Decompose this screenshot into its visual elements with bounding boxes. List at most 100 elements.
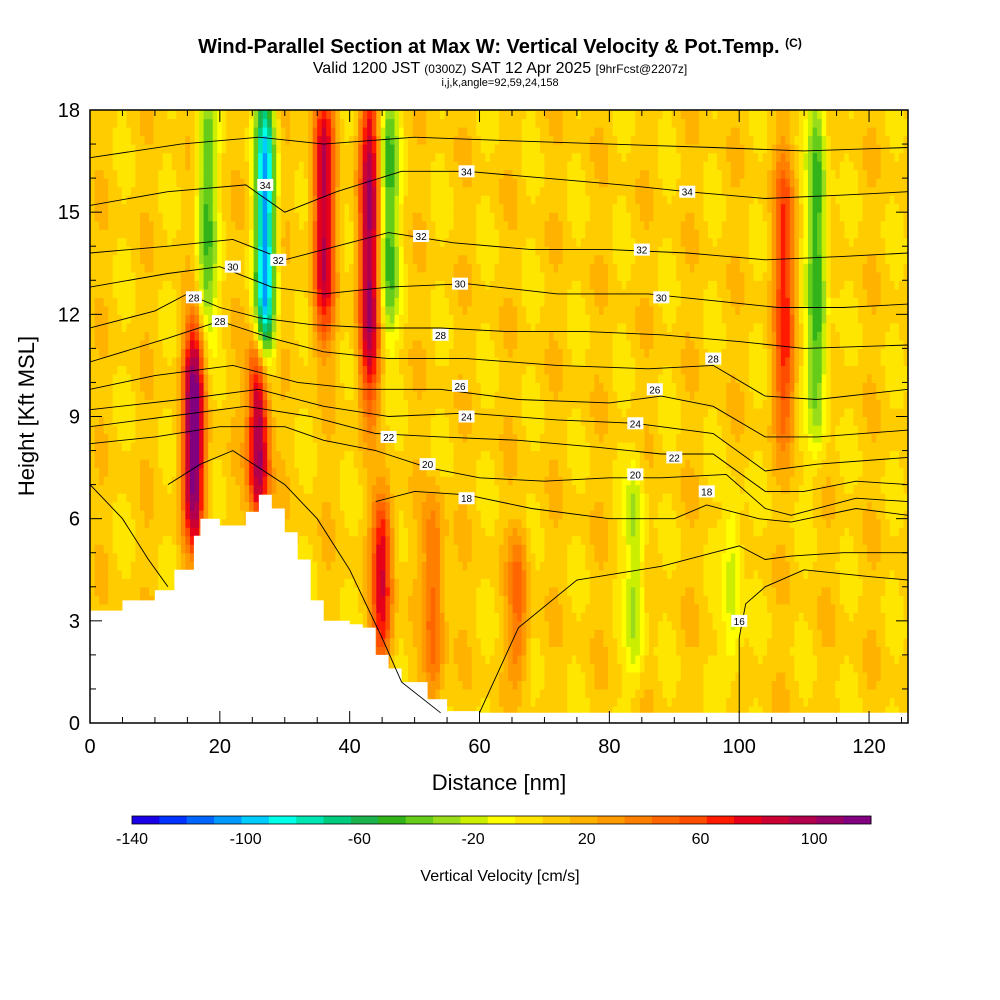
velocity-cell [335, 135, 341, 145]
velocity-cell [358, 365, 364, 375]
velocity-cell [394, 493, 400, 503]
velocity-cell [330, 425, 336, 435]
velocity-cell [144, 195, 150, 205]
velocity-cell [349, 280, 355, 290]
velocity-cell [235, 288, 241, 298]
velocity-cell [244, 314, 250, 324]
velocity-cell [358, 314, 364, 324]
velocity-cell [335, 442, 341, 452]
velocity-cell [362, 305, 368, 315]
velocity-cell [280, 501, 286, 511]
velocity-cell [394, 314, 400, 324]
velocity-cell [149, 152, 155, 162]
velocity-cell [135, 331, 141, 341]
velocity-cell [394, 110, 400, 120]
velocity-cell [399, 569, 405, 579]
velocity-cell [203, 425, 209, 435]
velocity-cell [253, 229, 259, 239]
velocity-cell [130, 493, 136, 503]
velocity-cell [244, 186, 250, 196]
velocity-cell [312, 425, 318, 435]
velocity-cell [358, 169, 364, 179]
velocity-cell [90, 186, 96, 196]
velocity-cell [399, 408, 405, 418]
velocity-cell [249, 305, 255, 315]
velocity-cell [339, 254, 345, 264]
velocity-cell [176, 203, 182, 213]
velocity-cell [394, 595, 400, 605]
velocity-cell [321, 569, 327, 579]
velocity-cell [149, 510, 155, 520]
velocity-cell [203, 135, 209, 145]
velocity-cell [221, 288, 227, 298]
velocity-cell [294, 305, 300, 315]
velocity-cell [199, 161, 205, 171]
velocity-cell [371, 118, 377, 128]
velocity-cell [171, 203, 177, 213]
velocity-cell [317, 476, 323, 486]
velocity-cell [212, 433, 218, 443]
velocity-cell [221, 254, 227, 264]
velocity-cell [158, 518, 164, 528]
velocity-cell [258, 331, 264, 341]
velocity-cell [317, 425, 323, 435]
velocity-cell [235, 382, 241, 392]
velocity-cell [371, 144, 377, 154]
velocity-cell [153, 535, 159, 545]
velocity-cell [385, 518, 391, 528]
velocity-cell [226, 195, 232, 205]
velocity-cell [362, 399, 368, 409]
velocity-cell [344, 297, 350, 307]
velocity-cell [144, 510, 150, 520]
velocity-cell [362, 144, 368, 154]
velocity-cell [326, 203, 332, 213]
velocity-cell [135, 442, 141, 452]
velocity-cell [244, 382, 250, 392]
velocity-cell [253, 314, 259, 324]
velocity-cell [394, 152, 400, 162]
velocity-cell [199, 373, 205, 383]
velocity-cell [208, 331, 214, 341]
velocity-cell [317, 356, 323, 366]
velocity-cell [221, 297, 227, 307]
velocity-cell [385, 629, 391, 639]
velocity-cell [176, 254, 182, 264]
velocity-cell [230, 314, 236, 324]
velocity-cell [294, 237, 300, 247]
velocity-cell [339, 612, 345, 622]
velocity-cell [303, 399, 309, 409]
velocity-cell [312, 339, 318, 349]
velocity-cell [217, 399, 223, 409]
velocity-cell [262, 212, 268, 222]
velocity-cell [112, 552, 118, 562]
velocity-cell [326, 476, 332, 486]
velocity-cell [235, 493, 241, 503]
velocity-cell [176, 237, 182, 247]
velocity-cell [380, 518, 386, 528]
velocity-cell [253, 246, 259, 256]
velocity-cell [380, 178, 386, 188]
velocity-cell [303, 254, 309, 264]
velocity-cell [235, 220, 241, 230]
velocity-cell [180, 416, 186, 426]
velocity-cell [203, 408, 209, 418]
velocity-cell [258, 161, 264, 171]
velocity-cell [180, 399, 186, 409]
velocity-cell [121, 237, 127, 247]
velocity-cell [103, 442, 109, 452]
velocity-cell [389, 118, 395, 128]
velocity-cell [353, 288, 359, 298]
velocity-cell [303, 288, 309, 298]
velocity-cell [312, 195, 318, 205]
velocity-cell [185, 322, 191, 332]
velocity-cell [135, 356, 141, 366]
velocity-cell [376, 646, 382, 656]
velocity-cell [112, 314, 118, 324]
velocity-cell [367, 552, 373, 562]
velocity-cell [108, 595, 114, 605]
velocity-cell [180, 433, 186, 443]
velocity-cell [344, 433, 350, 443]
velocity-cell [203, 399, 209, 409]
velocity-cell [353, 561, 359, 571]
velocity-cell [117, 450, 123, 460]
